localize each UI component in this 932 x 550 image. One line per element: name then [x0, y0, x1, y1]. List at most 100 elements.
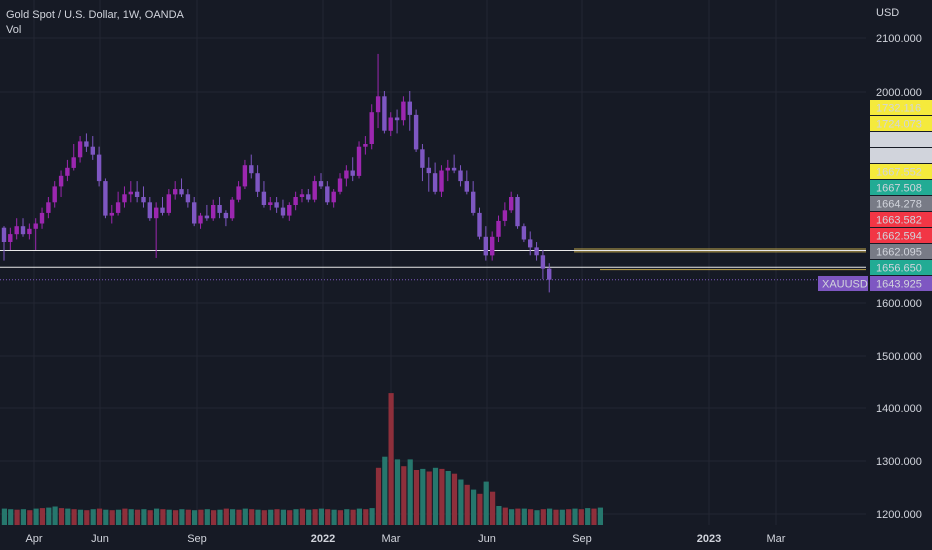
- candle-body[interactable]: [502, 210, 508, 221]
- candle-body[interactable]: [46, 202, 51, 213]
- candle-body[interactable]: [344, 170, 349, 179]
- candle-body[interactable]: [103, 181, 108, 216]
- candle-body[interactable]: [534, 247, 539, 256]
- candle-body[interactable]: [242, 165, 248, 187]
- candle-body[interactable]: [179, 189, 184, 195]
- candle-body[interactable]: [230, 199, 235, 219]
- candle-body[interactable]: [496, 220, 501, 237]
- candle-body[interactable]: [141, 197, 146, 203]
- candle-body[interactable]: [375, 96, 381, 113]
- candle-body[interactable]: [1, 227, 7, 242]
- volume-bar: [274, 509, 280, 525]
- currency-label[interactable]: USD: [876, 7, 900, 19]
- candle-body[interactable]: [477, 212, 482, 237]
- time-axis[interactable]: Apr Jun Sep 2022 Mar Jun Sep 2023 Mar: [25, 533, 785, 545]
- candle-body[interactable]: [401, 101, 406, 121]
- candle-body[interactable]: [33, 223, 38, 229]
- candle-body[interactable]: [147, 202, 152, 219]
- candle-body[interactable]: [204, 215, 210, 219]
- candle-body[interactable]: [236, 186, 241, 200]
- candle-body[interactable]: [223, 212, 229, 219]
- candle-body[interactable]: [8, 234, 13, 242]
- candle-body[interactable]: [122, 194, 127, 203]
- candle-body[interactable]: [39, 212, 45, 224]
- candle-body[interactable]: [331, 191, 336, 203]
- candle-body[interactable]: [350, 170, 355, 176]
- candle-body[interactable]: [27, 228, 32, 235]
- volume-label[interactable]: Vol: [6, 24, 22, 36]
- candle-body[interactable]: [14, 226, 19, 235]
- candle-body[interactable]: [490, 236, 495, 256]
- candle-body[interactable]: [274, 202, 279, 208]
- candle-body[interactable]: [115, 202, 121, 213]
- candle-body[interactable]: [547, 268, 552, 280]
- candle-body[interactable]: [52, 186, 57, 203]
- candle-body[interactable]: [388, 117, 393, 131]
- candle-body[interactable]: [299, 194, 305, 197]
- candle-body[interactable]: [426, 167, 431, 174]
- candle-body[interactable]: [293, 197, 298, 205]
- candle-body[interactable]: [185, 194, 191, 203]
- candle-body[interactable]: [249, 165, 254, 174]
- candle-body[interactable]: [166, 194, 171, 213]
- candle-body[interactable]: [356, 146, 362, 176]
- candle-body[interactable]: [211, 205, 216, 219]
- candle-body[interactable]: [96, 154, 102, 182]
- candle-body[interactable]: [515, 197, 520, 227]
- candle-body[interactable]: [394, 117, 400, 121]
- candle-body[interactable]: [71, 157, 76, 168]
- candle-body[interactable]: [312, 181, 317, 200]
- candle-body[interactable]: [451, 167, 457, 171]
- candle-body[interactable]: [363, 144, 368, 147]
- candle-body[interactable]: [173, 189, 178, 195]
- volume-bar: [388, 393, 394, 525]
- candle-body[interactable]: [413, 114, 419, 150]
- candle-body[interactable]: [84, 141, 89, 147]
- candle-body[interactable]: [280, 207, 286, 216]
- candle-body[interactable]: [483, 236, 488, 256]
- candle-body[interactable]: [261, 191, 267, 205]
- candle-body[interactable]: [325, 186, 330, 203]
- candle-body[interactable]: [420, 149, 425, 168]
- candle-body[interactable]: [306, 194, 311, 200]
- candle-body[interactable]: [407, 101, 412, 115]
- candle-body[interactable]: [77, 141, 83, 158]
- candle-body[interactable]: [521, 226, 527, 240]
- symbol-badge[interactable]: [818, 276, 868, 291]
- candle-body[interactable]: [337, 178, 343, 192]
- volume-bar: [154, 508, 160, 525]
- candle-body[interactable]: [134, 191, 140, 197]
- candle-body[interactable]: [217, 205, 222, 213]
- candle-body[interactable]: [109, 212, 114, 216]
- candle-body[interactable]: [20, 226, 26, 235]
- price-axis[interactable]: 2100.000 2000.000 1600.000 1500.000 1400.000…: [876, 33, 922, 521]
- candle-body[interactable]: [65, 167, 70, 176]
- candle-body[interactable]: [154, 207, 159, 219]
- volume-bar: [134, 509, 141, 525]
- candle-body[interactable]: [528, 239, 533, 248]
- candle-body[interactable]: [464, 181, 469, 192]
- candle-body[interactable]: [58, 175, 64, 187]
- candle-body[interactable]: [445, 167, 450, 171]
- price-label-box: [870, 244, 932, 259]
- candle-body[interactable]: [287, 205, 292, 216]
- candle-body[interactable]: [369, 112, 374, 144]
- candle-body[interactable]: [540, 255, 546, 269]
- candle-body[interactable]: [439, 170, 444, 192]
- candle-body[interactable]: [509, 197, 514, 211]
- candle-body[interactable]: [268, 202, 273, 205]
- candle-body[interactable]: [128, 191, 133, 195]
- candle-body[interactable]: [382, 96, 387, 131]
- candle-body[interactable]: [471, 191, 476, 213]
- candle-body[interactable]: [160, 207, 165, 213]
- candle-body[interactable]: [318, 181, 324, 187]
- candle-body[interactable]: [198, 215, 203, 224]
- symbol-title[interactable]: Gold Spot / U.S. Dollar, 1W, OANDA: [6, 9, 184, 21]
- candle-body[interactable]: [192, 202, 197, 224]
- candle-body[interactable]: [432, 173, 438, 192]
- candle-body[interactable]: [458, 170, 463, 182]
- volume-bar: [407, 459, 413, 525]
- candle-body[interactable]: [255, 173, 260, 192]
- candle-body[interactable]: [90, 146, 95, 155]
